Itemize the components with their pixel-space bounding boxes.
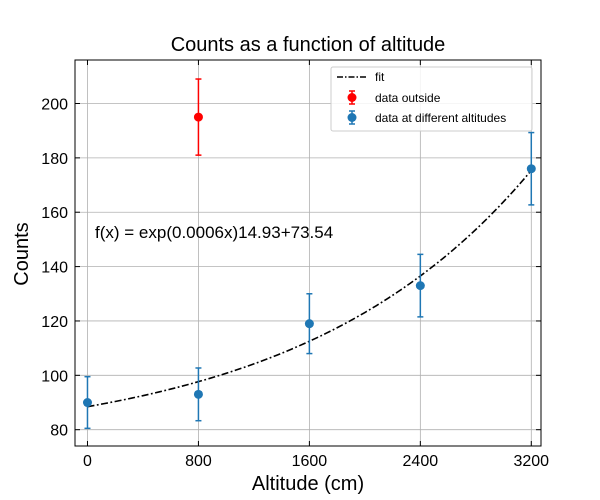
legend-outside-swatch xyxy=(347,90,357,105)
fit-annotation: f(x) = exp(0.0006x)14.93+73.54 xyxy=(95,223,333,242)
altitude-point xyxy=(193,367,203,422)
altitude-point xyxy=(526,131,536,206)
y-axis-label: Counts xyxy=(11,222,33,285)
legend-fit-label: fit xyxy=(375,70,385,84)
data-marker xyxy=(415,281,425,291)
data-marker xyxy=(526,164,536,174)
altitude-point xyxy=(82,375,92,430)
grid xyxy=(75,60,541,446)
x-tick-label: 0 xyxy=(83,453,92,470)
legend-box xyxy=(330,66,533,132)
chart-title: Counts as a function of altitude xyxy=(171,34,446,56)
x-tick-label: 1600 xyxy=(292,453,328,470)
y-tick-label: 80 xyxy=(50,423,68,440)
legend-altitudes-label: data at different altitudes xyxy=(375,111,506,125)
x-axis-label: Altitude (cm) xyxy=(252,473,364,495)
data-marker xyxy=(193,389,203,399)
plot-frame xyxy=(74,59,542,447)
data-marker xyxy=(193,112,203,122)
altitude-point xyxy=(304,293,314,355)
data-marker xyxy=(82,398,92,408)
legend-outside-label: data outside xyxy=(375,91,441,105)
altitude-point xyxy=(415,253,425,318)
y-tick-label: 160 xyxy=(41,205,68,222)
data-marker xyxy=(304,319,314,329)
y-tick-label: 140 xyxy=(41,260,68,277)
axes-frame xyxy=(74,59,542,447)
x-tick-label: 3200 xyxy=(513,453,549,470)
legend-altitudes-swatch xyxy=(347,110,357,125)
x-tick-label: 2400 xyxy=(403,453,439,470)
ticks: 0 800 1600 2400 3200 80 100 120 140 160 180 200 xyxy=(41,60,549,470)
x-tick-label: 800 xyxy=(185,453,212,470)
y-tick-label: 100 xyxy=(41,368,68,385)
y-tick-label: 180 xyxy=(41,151,68,168)
y-tick-label: 200 xyxy=(41,96,68,113)
outside-point xyxy=(193,78,203,156)
points-layer xyxy=(82,78,536,430)
legend: fit data outside data at different altit… xyxy=(330,66,533,132)
y-tick-label: 120 xyxy=(41,314,68,331)
